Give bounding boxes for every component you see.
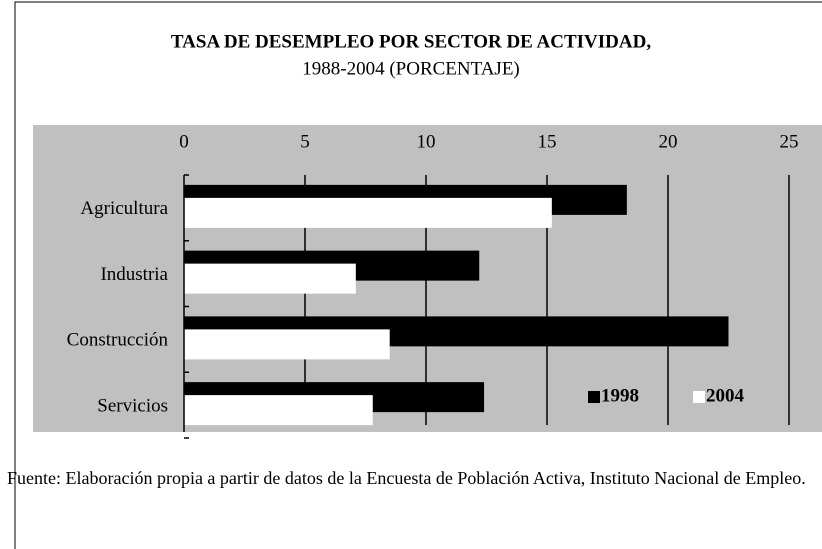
bar bbox=[184, 395, 373, 426]
x-tick-label: 20 bbox=[659, 131, 678, 152]
frame bbox=[14, 1, 822, 549]
bar bbox=[184, 263, 356, 294]
chart-subtitle: 1988-2004 (PORCENTAJE) bbox=[302, 58, 520, 79]
chart-title: TASA DE DESEMPLEO POR SECTOR DE ACTIVIDA… bbox=[171, 31, 651, 52]
bar bbox=[184, 329, 390, 360]
x-tick-label: 15 bbox=[538, 131, 557, 152]
y-tick-label: Agricultura bbox=[80, 198, 168, 219]
x-tick-label: 5 bbox=[300, 131, 310, 152]
y-tick-label: Construcción bbox=[67, 330, 169, 351]
legend-swatch bbox=[588, 391, 600, 403]
y-tick-label: Industria bbox=[100, 264, 168, 285]
footnote: Fuente: Elaboración propia a partir de d… bbox=[7, 468, 806, 488]
legend-swatch bbox=[693, 391, 705, 403]
legend-label: 1998 bbox=[601, 385, 639, 406]
x-tick-label: 10 bbox=[417, 131, 436, 152]
legend-label: 2004 bbox=[706, 385, 745, 406]
x-tick-label: 25 bbox=[780, 131, 799, 152]
y-tick-label: Servicios bbox=[97, 395, 168, 416]
x-tick-label: 0 bbox=[179, 131, 189, 152]
bar bbox=[184, 197, 552, 228]
